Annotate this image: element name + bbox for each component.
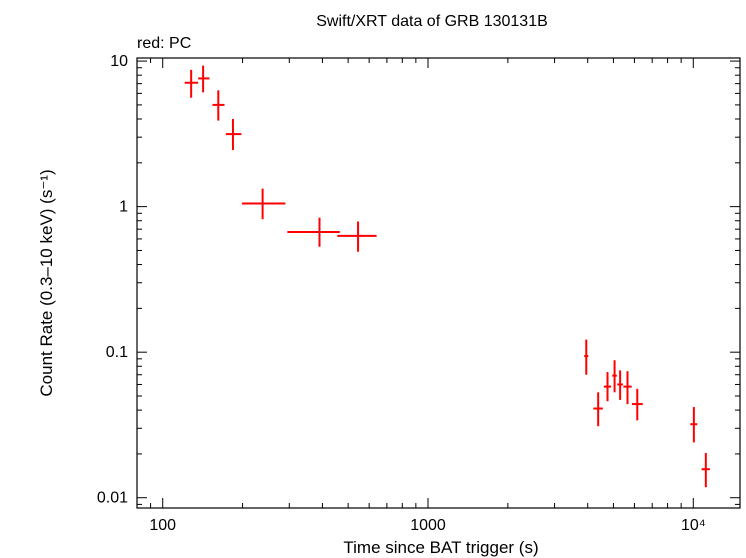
x-axis: 100 1000 10⁴ [136, 58, 706, 534]
data-points [184, 65, 710, 488]
data-point [584, 339, 589, 375]
y-tick-label: 1 [119, 199, 128, 216]
y-tick-label: 10 [110, 53, 128, 70]
data-point [184, 69, 199, 98]
plot-border [136, 57, 741, 509]
y-axis: 0.01 0.1 1 10 [97, 53, 740, 507]
y-axis-label: Count Rate (0.3–10 keV) (s⁻¹) [37, 169, 56, 396]
chart-title: Swift/XRT data of GRB 130131B [316, 13, 548, 30]
data-point [287, 217, 340, 247]
data-point [623, 371, 632, 405]
plot-frame [136, 57, 741, 509]
x-tick-label: 100 [149, 517, 176, 534]
data-point [690, 407, 698, 443]
x-tick-label: 10⁴ [681, 517, 706, 534]
chart-subtitle: red: PC [137, 35, 191, 52]
data-point [225, 119, 242, 150]
data-point [337, 221, 377, 252]
data-point [617, 370, 623, 400]
data-point [198, 65, 210, 93]
data-point [593, 392, 603, 427]
x-axis-label: Time since BAT trigger (s) [343, 538, 538, 557]
y-tick-label: 0.01 [97, 490, 128, 507]
x-tick-label: 1000 [410, 517, 446, 534]
data-point [212, 90, 225, 121]
data-point [241, 188, 286, 220]
y-tick-label: 0.1 [106, 344, 128, 361]
data-point [631, 388, 643, 421]
data-point [701, 452, 710, 488]
data-point [612, 360, 617, 393]
data-point [603, 372, 612, 402]
